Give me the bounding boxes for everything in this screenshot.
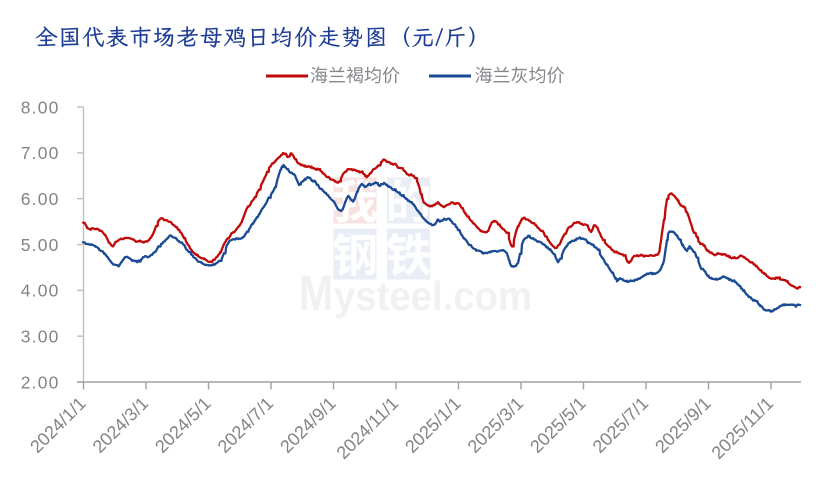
svg-text:3.00: 3.00	[21, 327, 60, 347]
svg-text:ysteel.com: ysteel.com	[334, 273, 532, 319]
svg-text:5.00: 5.00	[21, 235, 60, 255]
svg-text:6.00: 6.00	[21, 189, 60, 209]
svg-text:8.00: 8.00	[21, 97, 60, 117]
svg-text:2.00: 2.00	[21, 372, 60, 392]
svg-text:7.00: 7.00	[21, 143, 60, 163]
svg-text:4.00: 4.00	[21, 281, 60, 301]
svg-text:M: M	[299, 265, 333, 321]
